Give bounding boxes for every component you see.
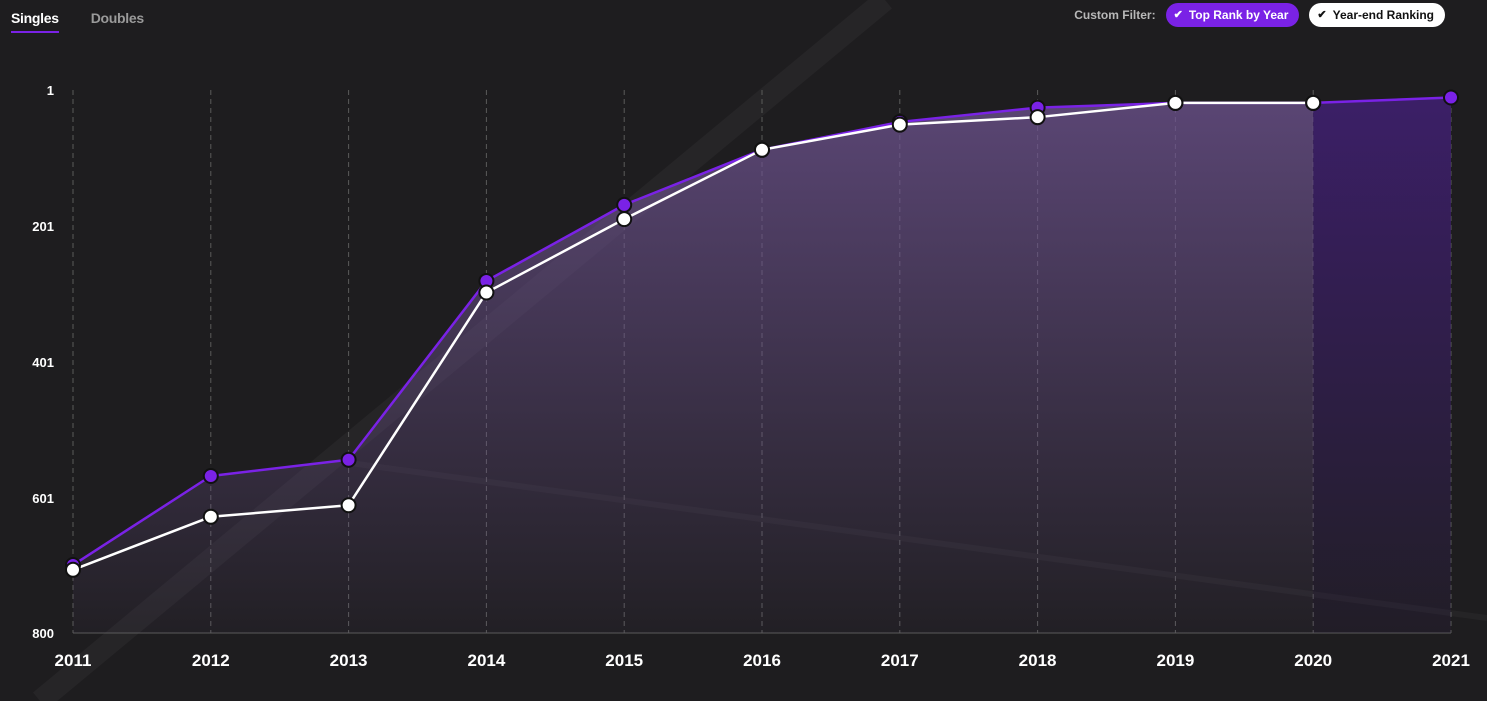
data-point-1[interactable] bbox=[65, 561, 81, 578]
x-tick-label: 2013 bbox=[330, 651, 368, 670]
series-points bbox=[65, 89, 1459, 578]
x-tick-label: 2018 bbox=[1019, 651, 1057, 670]
data-point-0[interactable] bbox=[616, 196, 633, 213]
x-tick-label: 2015 bbox=[605, 651, 643, 670]
check-icon: ✔ bbox=[1173, 8, 1183, 21]
x-tick-label: 2020 bbox=[1294, 651, 1332, 670]
x-tick-label: 2014 bbox=[467, 651, 505, 670]
tab-bar: Singles Doubles bbox=[11, 0, 144, 33]
y-tick-label: 1 bbox=[47, 83, 54, 98]
area-fill bbox=[73, 97, 1451, 634]
x-axis: 2011 2012 2013 2014 2015 2016 2017 2018 2019 2020… bbox=[55, 651, 1470, 670]
series-line-1 bbox=[72, 101, 1314, 571]
data-point-0[interactable] bbox=[340, 451, 357, 468]
data-point-1[interactable] bbox=[1029, 109, 1046, 126]
x-tick-label: 2011 bbox=[55, 651, 92, 670]
x-tick-label: 2012 bbox=[192, 651, 230, 670]
area-fill-main bbox=[73, 102, 1314, 633]
x-tick-label: 2021 bbox=[1432, 651, 1470, 670]
filter-chip-top-rank[interactable]: ✔ Top Rank by Year bbox=[1165, 3, 1300, 27]
area-fill-latest bbox=[1313, 97, 1451, 634]
y-tick-label: 201 bbox=[32, 219, 54, 234]
x-tick-label: 2016 bbox=[743, 651, 781, 670]
data-point-1[interactable] bbox=[340, 497, 357, 514]
y-axis: 1 201 401 601 800 bbox=[32, 83, 54, 641]
x-tick-label: 2019 bbox=[1156, 651, 1194, 670]
data-point-1[interactable] bbox=[478, 284, 495, 301]
data-point-0[interactable] bbox=[1443, 89, 1459, 106]
custom-filter-label: Custom Filter: bbox=[1074, 8, 1156, 22]
data-point-1[interactable] bbox=[1305, 94, 1322, 111]
custom-filter: Custom Filter: ✔ Top Rank by Year ✔ Year… bbox=[1074, 3, 1445, 27]
tab-doubles[interactable]: Doubles bbox=[90, 10, 144, 26]
data-point-1[interactable] bbox=[616, 211, 633, 228]
check-icon: ✔ bbox=[1317, 8, 1327, 21]
x-tick-label: 2017 bbox=[881, 651, 919, 670]
filter-chip-top-rank-label: Top Rank by Year bbox=[1188, 8, 1289, 22]
filter-chip-year-end-label: Year-end Ranking bbox=[1332, 8, 1434, 22]
data-point-1[interactable] bbox=[754, 141, 770, 158]
data-point-0[interactable] bbox=[202, 468, 219, 485]
data-point-1[interactable] bbox=[1167, 94, 1184, 111]
tab-singles[interactable]: Singles bbox=[11, 0, 59, 33]
filter-chip-year-end[interactable]: ✔ Year-end Ranking bbox=[1309, 3, 1445, 27]
y-tick-label: 401 bbox=[32, 355, 54, 370]
y-tick-label: 601 bbox=[32, 491, 54, 506]
data-point-1[interactable] bbox=[891, 116, 908, 133]
data-point-1[interactable] bbox=[202, 508, 219, 525]
y-tick-label: 800 bbox=[32, 626, 54, 641]
